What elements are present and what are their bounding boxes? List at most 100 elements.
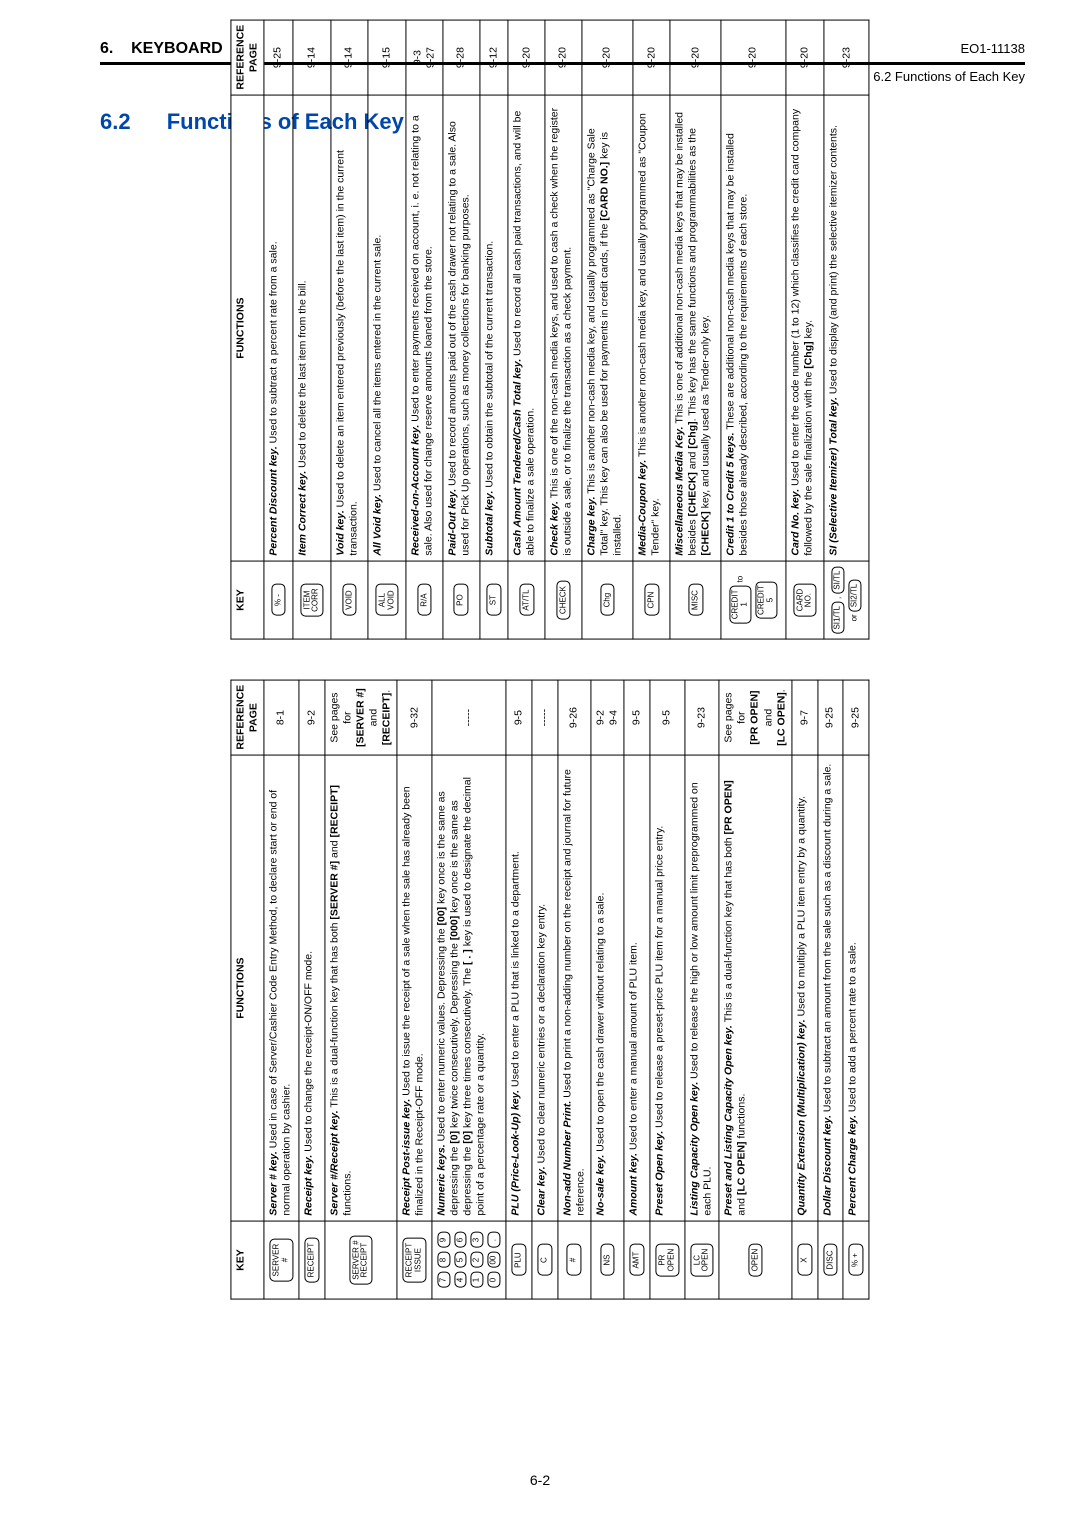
- function-cell: Percent Discount key. Used to subtract a…: [264, 95, 293, 561]
- key-button: % +: [849, 1244, 864, 1276]
- reference-cell: 9-25: [817, 680, 843, 755]
- function-cell: Clear key. Used to clear numeric entries…: [532, 755, 558, 1221]
- key-cell: RECEIPTISSUE: [397, 1221, 432, 1299]
- key-cell: 789456123000.: [432, 1221, 506, 1299]
- col-ref: REFERENCE PAGE: [231, 680, 264, 755]
- table-row: AT/TLCash Amount Tendered/Cash Total key…: [508, 20, 545, 639]
- function-cell: Server # key. Used in case of Server/Cas…: [264, 755, 299, 1221]
- sitl-key: SI1/TL: [832, 602, 845, 634]
- key-cell: VOID: [331, 561, 368, 639]
- reference-cell: 9-39-27: [406, 20, 443, 95]
- key-button: RECEIPTISSUE: [403, 1238, 427, 1283]
- numeric-key: 3: [471, 1232, 484, 1248]
- table-row: R/AReceived-on-Account key. Used to ente…: [406, 20, 443, 639]
- sitl-key: SI/TL: [832, 567, 845, 594]
- key-button: OPEN: [748, 1244, 763, 1277]
- key-cell: RECEIPT: [299, 1221, 325, 1299]
- table-row: ChgCharge key. This is another non-cash …: [582, 20, 633, 639]
- key-cell: CHECK: [545, 561, 582, 639]
- key-button: CHECK: [556, 581, 571, 619]
- key-button: X: [797, 1244, 812, 1276]
- reference-cell: 9-29-4: [591, 680, 624, 755]
- key-cell: DISC: [817, 1221, 843, 1299]
- key-button: CARDNO.: [793, 584, 817, 617]
- function-cell: No-sale key. Used to open the cash drawe…: [591, 755, 624, 1221]
- key-button: VOID: [342, 584, 357, 616]
- tables-container: KEY FUNCTIONS REFERENCE PAGE SERVER#Serv…: [230, 20, 869, 1300]
- function-cell: Credit 1 to Credit 5 keys. These are add…: [721, 95, 785, 561]
- functions-table-right: KEY FUNCTIONS REFERENCE PAGE % -Percent …: [230, 20, 869, 640]
- table-row: ITEMCORRItem Correct key. Used to delete…: [293, 20, 331, 639]
- key-button: ST: [487, 584, 502, 616]
- key-cell: OPEN: [719, 1221, 792, 1299]
- numeric-key: 0: [488, 1272, 501, 1288]
- table-row: 789456123000.Numeric keys. Used to enter…: [432, 680, 506, 1299]
- table-row: % -Percent Discount key. Used to subtrac…: [264, 20, 293, 639]
- reference-cell: 9-5: [650, 680, 685, 755]
- col-key: KEY: [231, 1221, 264, 1299]
- function-cell: Paid-Out key. Used to record amounts pai…: [443, 95, 480, 561]
- reference-cell: -----: [432, 680, 506, 755]
- reference-cell: 9-23: [824, 20, 869, 95]
- key-button: MISC: [688, 584, 703, 616]
- key-button: ITEMCORR: [300, 583, 324, 617]
- key-cell: LCOPEN: [684, 1221, 719, 1299]
- key-button: DISC: [823, 1244, 838, 1276]
- key-cell: CREDIT1toCREDIT5: [721, 561, 785, 639]
- function-cell: Percent Charge key. Used to add a percen…: [843, 755, 869, 1221]
- function-cell: Listing Capacity Open key. Used to relea…: [684, 755, 719, 1221]
- key-cell: Chg: [582, 561, 633, 639]
- page-number: 6-2: [530, 1472, 550, 1488]
- credit-key: CREDIT5: [755, 581, 777, 619]
- key-cell: SERVER#: [264, 1221, 299, 1299]
- function-cell: Preset and Listing Capacity Open key. Th…: [719, 755, 792, 1221]
- function-cell: Subtotal key. Used to obtain the subtota…: [480, 95, 509, 561]
- reference-cell: 9-23: [684, 680, 719, 755]
- table-row: MISC Miscellaneous Media Key. This is one…: [670, 20, 721, 639]
- key-button: Chg: [600, 584, 615, 616]
- key-cell: SI1/TL,SI/TLorSI2/TL: [824, 561, 869, 639]
- key-cell: CARDNO.: [786, 561, 824, 639]
- function-cell: Receipt Post-issue key. Used to issue th…: [397, 755, 432, 1221]
- key-cell: PROPEN: [650, 1221, 685, 1299]
- table-row: PLUPLU (Price-Look-Up) key. Used to ente…: [506, 680, 532, 1299]
- reference-cell: 8-1: [264, 680, 299, 755]
- table-row: CPNMedia-Coupon key. This is another non…: [633, 20, 670, 639]
- table-row: POPaid-Out key. Used to record amounts p…: [443, 20, 480, 639]
- reference-cell: 9-20: [633, 20, 670, 95]
- reference-cell: See pages for[PR OPEN]and[LC OPEN].: [719, 680, 792, 755]
- reference-cell: 9-26: [558, 680, 591, 755]
- function-cell: Received-on-Account key. Used to enter p…: [406, 95, 443, 561]
- key-cell: ITEMCORR: [293, 561, 331, 639]
- col-ref: REFERENCE PAGE: [231, 20, 264, 95]
- function-cell: Void key. Used to delete an item entered…: [331, 95, 368, 561]
- table-row: #Non-add Number Print. Used to print a n…: [558, 680, 591, 1299]
- table-row: CHECK Check key. This is one of the non-c…: [545, 20, 582, 639]
- function-cell: Numeric keys. Used to enter numeric valu…: [432, 755, 506, 1221]
- table-row: SERVER #RECEIPTServer #/Receipt key. Thi…: [325, 680, 398, 1299]
- function-cell: Check key. This is one of the non-cash m…: [545, 95, 582, 561]
- key-cell: NS: [591, 1221, 624, 1299]
- key-button: AT/TL: [519, 584, 534, 616]
- function-cell: PLU (Price-Look-Up) key. Used to enter a…: [506, 755, 532, 1221]
- key-button: ALLVOID: [375, 584, 399, 616]
- reference-cell: 9-20: [721, 20, 785, 95]
- reference-cell: 9-32: [397, 680, 432, 755]
- function-cell: Miscellaneous Media Key. This is one of …: [670, 95, 721, 561]
- table-row: VOID Void key. Used to delete an item ent…: [331, 20, 368, 639]
- table-row: RECEIPTReceipt key. Used to change the r…: [299, 680, 325, 1299]
- key-cell: PO: [443, 561, 480, 639]
- reference-cell: 9-5: [624, 680, 650, 755]
- function-cell: Receipt key. Used to change the receipt-…: [299, 755, 325, 1221]
- function-cell: Server #/Receipt key. This is a dual-fun…: [325, 755, 398, 1221]
- numeric-key: 9: [437, 1232, 450, 1248]
- key-button: C: [537, 1244, 552, 1276]
- key-cell: MISC: [670, 561, 721, 639]
- table-row: AMTAmount key. Used to enter a manual am…: [624, 680, 650, 1299]
- function-cell: Quantity Extension (Multiplication) key.…: [792, 755, 818, 1221]
- table-row: OPEN Preset and Listing Capacity Open key…: [719, 680, 792, 1299]
- key-button: #: [567, 1244, 582, 1276]
- functions-table-left: KEY FUNCTIONS REFERENCE PAGE SERVER#Serv…: [230, 680, 869, 1300]
- key-cell: C: [532, 1221, 558, 1299]
- key-cell: % +: [843, 1221, 869, 1299]
